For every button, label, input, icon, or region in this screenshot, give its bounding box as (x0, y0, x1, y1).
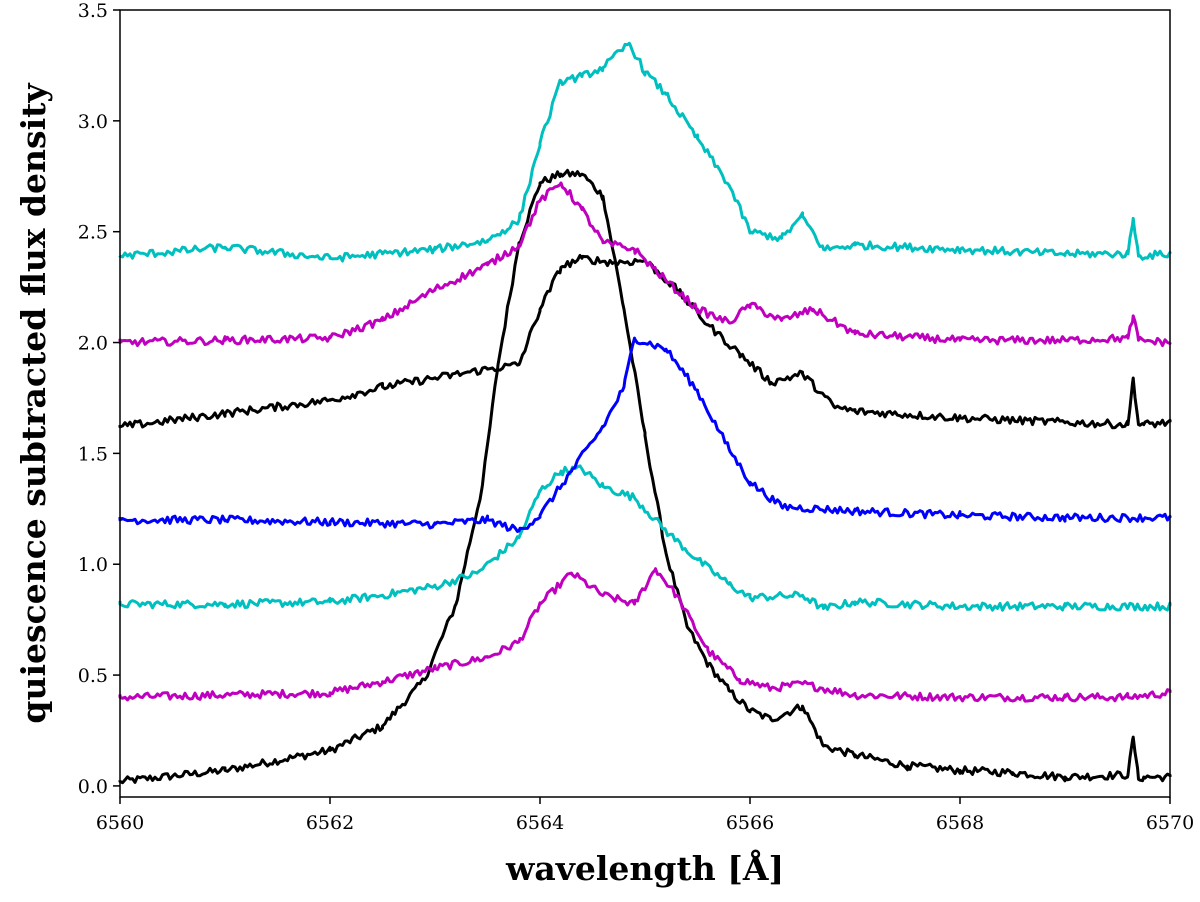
series-line-6 (118, 41, 1172, 263)
tick-layer: 6560 6562 6564 6566 6568 6570 0.0 0.5 1.0 1.5 2.0 2… (78, 0, 1194, 834)
series-line-3 (118, 336, 1172, 533)
series-line-5 (118, 181, 1172, 348)
y-tick-label: 2.0 (78, 333, 108, 355)
plot-frame (119, 9, 1171, 798)
x-tick-label: 6570 (1146, 812, 1194, 834)
y-axis-label: quiescence subtracted flux density (14, 83, 53, 724)
y-tick-label: 1.0 (78, 554, 108, 576)
y-tick-label: 3.0 (78, 111, 108, 133)
y-tick-label: 0.0 (78, 776, 108, 798)
x-tick-label: 6564 (516, 812, 564, 834)
y-tick-label: 1.5 (78, 443, 108, 465)
series-line-1 (118, 567, 1172, 703)
x-tick-label: 6562 (306, 812, 354, 834)
x-tick-label: 6566 (726, 812, 774, 834)
x-tick-label: 6560 (96, 812, 144, 834)
x-axis-label: wavelength [Å] (505, 848, 784, 888)
y-tick-label: 3.5 (78, 0, 108, 22)
y-tick-label: 0.5 (78, 665, 108, 687)
y-tick-label: 2.5 (78, 222, 108, 244)
x-tick-label: 6568 (936, 812, 984, 834)
series-line-2 (118, 464, 1172, 612)
series-line-0 (118, 168, 1172, 785)
series-layer (118, 41, 1172, 785)
